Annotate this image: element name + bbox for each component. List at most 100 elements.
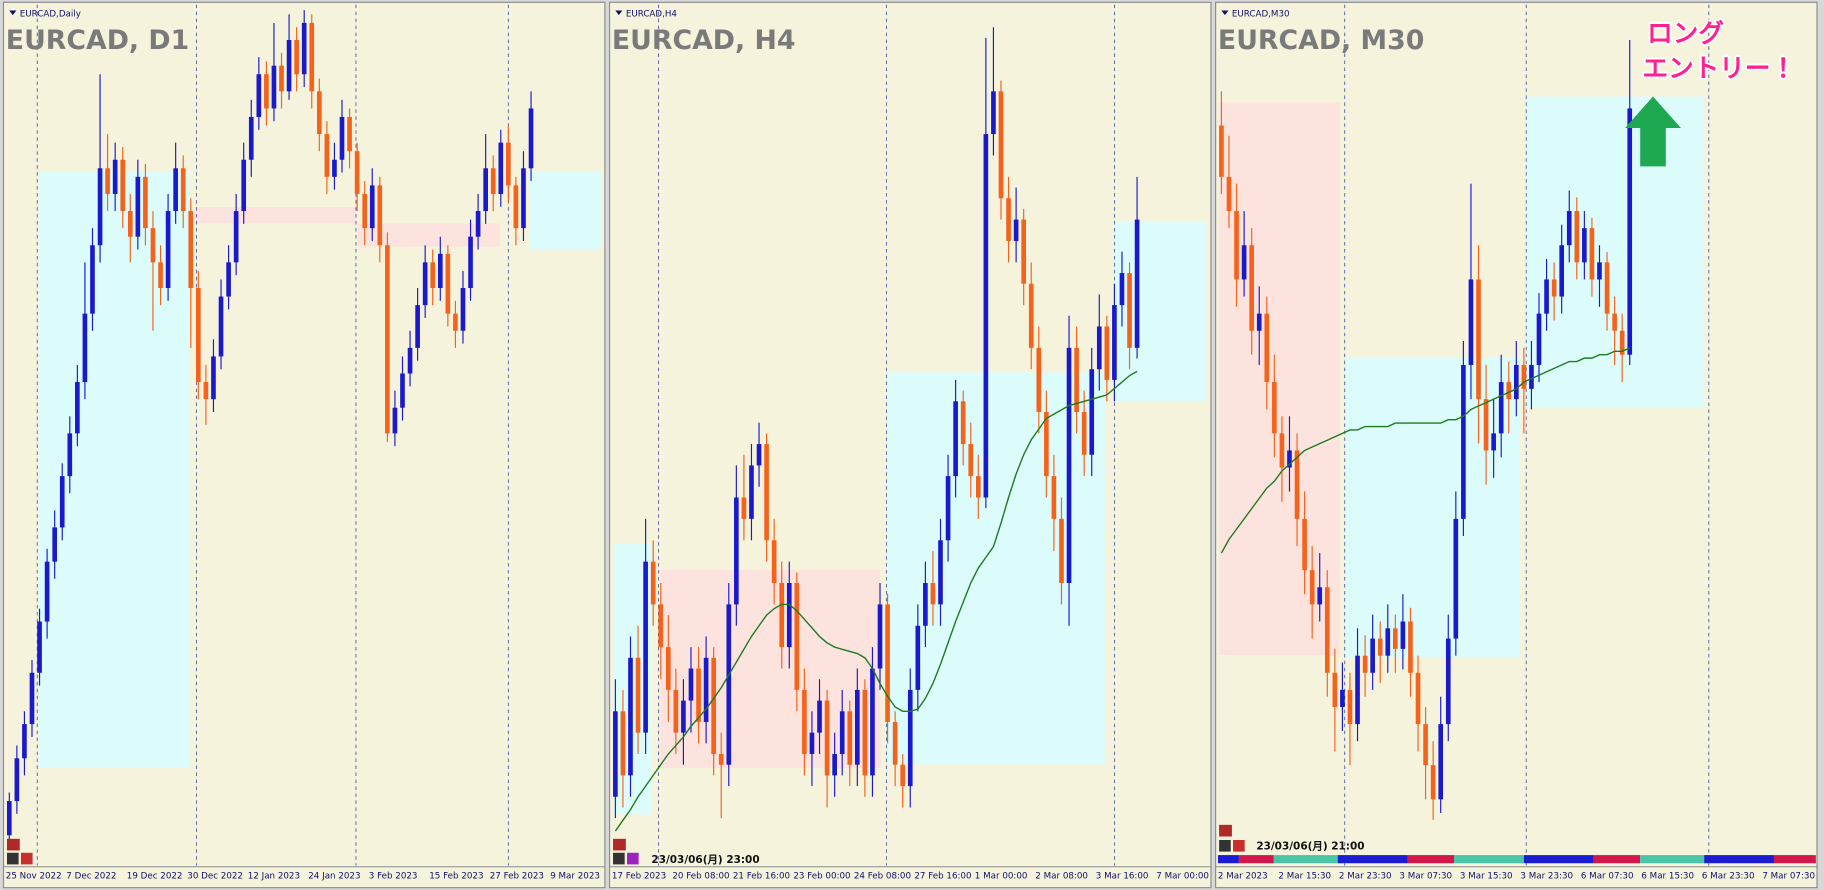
chart-title: EURCAD, H4 [612,25,796,56]
candle-body [1340,689,1345,707]
candle-body [1491,433,1496,451]
candle-body [369,185,375,229]
candle-body [294,40,299,75]
candle-body [339,116,345,160]
candle-body [643,561,648,733]
candle-body [665,647,671,690]
candle-body [1059,518,1064,584]
candle-body [1582,228,1587,263]
candle-body [392,407,398,434]
candle-body [703,657,709,722]
candle-body [877,604,883,669]
candle-body [301,22,307,75]
candle-body [1066,347,1072,584]
candle-body [158,262,163,288]
candle-body [97,168,103,246]
x-tick-label: 6 Mar 07:30 [1581,871,1634,881]
x-tick-label: 25 Nov 2022 [6,871,62,881]
candle-body [1279,433,1285,468]
session-bar [1273,855,1338,864]
candle-body [1551,279,1557,297]
candle-body [968,444,974,477]
candle-body [453,313,458,331]
x-tick-label: 2 Mar 08:00 [1035,871,1088,881]
candle-body [1612,313,1617,331]
session-bar [1407,855,1455,864]
candle-body [483,168,488,212]
candle-body [165,211,171,288]
candle-body [218,296,224,357]
candle-body [279,65,284,92]
candle-body [824,700,830,776]
candle-body [1544,279,1549,314]
candle-body [673,689,679,733]
menu-triangle [1221,10,1229,16]
candle-body [688,668,694,701]
candle-body [105,168,110,194]
candle-body [1362,655,1368,673]
candle-body [1574,211,1580,263]
menu-triangle [615,10,623,16]
candle-body [1256,313,1262,331]
candle-body [960,401,966,445]
tool-icon [613,852,625,865]
candle-body [1051,476,1057,519]
window-label: EURCAD,Daily [20,9,81,19]
x-tick-label: 23 Feb 00:00 [793,871,850,881]
candle-body [1036,347,1042,412]
candle-body [362,193,368,229]
candle-body [1006,198,1011,241]
candle-body [407,347,413,374]
candle-body [127,211,133,237]
window-label: EURCAD,H4 [626,9,678,19]
candle-body [211,356,216,400]
candle-body [1506,382,1512,400]
candle-body [900,764,906,787]
candle-body [226,262,231,297]
candle-body [256,74,262,117]
close-icon [6,838,20,851]
annotation: エントリー！ [1643,54,1796,84]
candle-body [734,497,739,605]
candle-body [938,540,943,605]
candle-body [430,262,436,288]
candle-body [1461,364,1466,519]
candle-body [1264,313,1270,383]
candle-body [1355,655,1360,725]
candle-body [528,108,534,169]
candle-body [44,561,50,622]
candle-body [1332,672,1338,707]
candle-body [983,134,989,498]
zone [1219,102,1341,655]
candle-body [1324,587,1330,673]
session-bar [1773,855,1816,864]
x-tick-label: 20 Feb 08:00 [672,871,729,881]
moving-average [1220,347,1631,554]
tool-icon [627,852,639,865]
session-bar [1238,855,1274,864]
candle-body [1430,765,1436,800]
candle-body [332,159,337,177]
candle-body [794,583,800,690]
candle-body [870,668,875,776]
candle-body [1127,273,1132,348]
chart-panel: 25 Nov 2022 7 Dec 2022 19 Dec 2022 30 Dec 2… [2,1,606,889]
chart-title: EURCAD, D1 [6,25,189,56]
x-tick-label: 3 Mar 16:00 [1096,871,1149,881]
candle-body [1112,305,1117,380]
x-tick-label: 3 Mar 07:30 [1399,871,1452,881]
x-tick-label: 19 Dec 2022 [127,871,183,881]
candle-body [437,253,443,288]
candle-body [1096,326,1102,370]
candle-body [6,801,12,836]
candle-body [180,168,186,212]
candle-body [726,604,732,765]
tool-icon [1219,839,1231,852]
candle-body [998,91,1004,199]
candle-body [1589,228,1595,280]
candle-body [1453,518,1459,639]
x-tick-label: 12 Jan 2023 [248,871,300,881]
candle-body [1559,245,1565,297]
